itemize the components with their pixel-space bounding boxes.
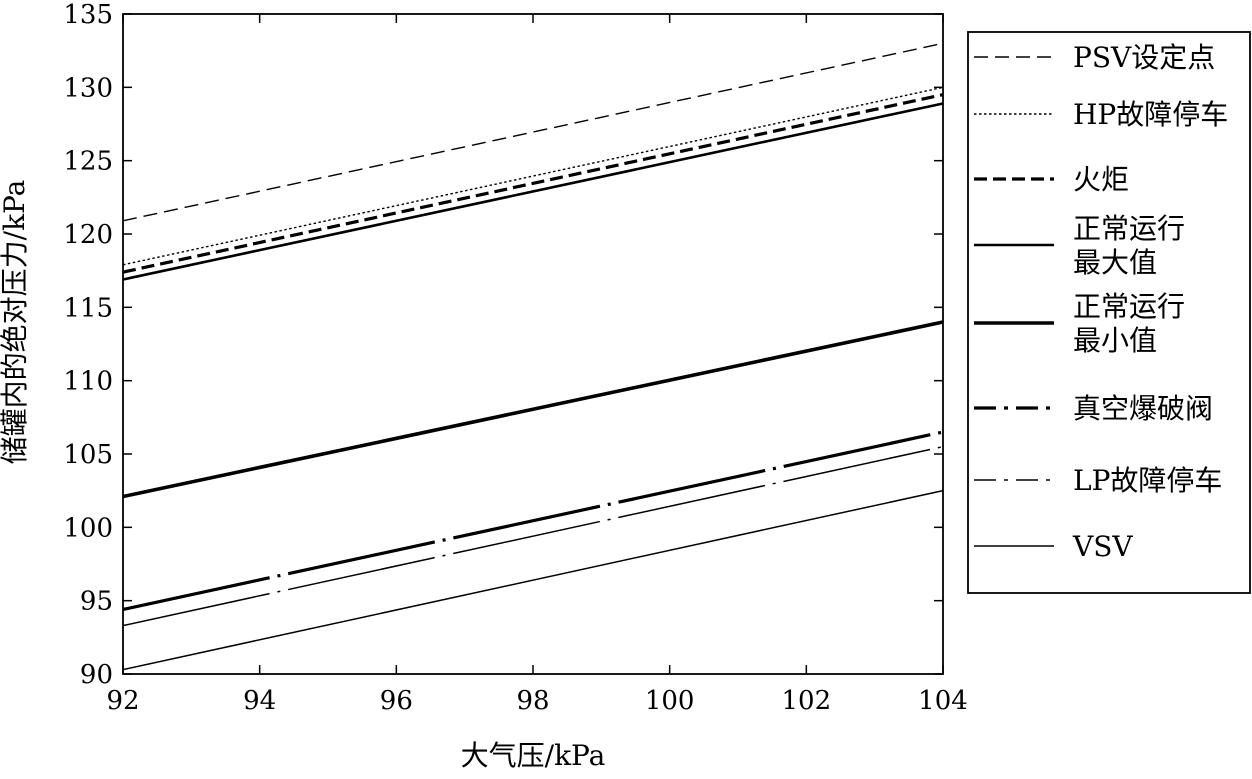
x-tick-label: 104: [918, 686, 968, 716]
legend-label-4: 最大值: [1073, 246, 1157, 279]
legend-label-7: LP故障停车: [1073, 464, 1222, 497]
y-tick-label: 120: [63, 220, 113, 250]
x-tick-label: 94: [243, 686, 276, 716]
x-axis: 92 94 96 98 100 102 104: [106, 14, 968, 716]
x-tick-label: 102: [782, 686, 832, 716]
series-line-6: [122, 430, 944, 612]
series-line-3: [122, 93, 944, 274]
y-tick-label: 115: [63, 293, 113, 323]
series-line-7: [122, 445, 944, 627]
y-tick-label: 95: [80, 587, 113, 617]
x-tick-label: 98: [516, 686, 549, 716]
legend-label-5: 正常运行: [1073, 290, 1185, 323]
plot-frame: [122, 13, 944, 675]
series-line-8: [122, 489, 944, 671]
plot-lines: [122, 42, 944, 671]
x-tick-label: 92: [106, 686, 139, 716]
legend-frame: [967, 31, 1251, 594]
legend-label-3: 火炬: [1073, 163, 1129, 196]
y-tick-label: 110: [63, 367, 113, 397]
legend-items: PSV设定点HP故障停车火炬正常运行最大值正常运行最小值真空爆破阀LP故障停车V…: [974, 41, 1228, 563]
legend-label-5: 最小值: [1073, 324, 1157, 357]
legend-label-6: 真空爆破阀: [1073, 392, 1213, 425]
series-line-2: [122, 86, 944, 266]
x-tick-label: 100: [645, 686, 695, 716]
y-tick-label: 135: [63, 0, 113, 30]
series-line-4: [122, 102, 944, 281]
y-tick-label: 100: [63, 513, 113, 543]
y-tick-label: 90: [80, 660, 113, 690]
legend-label-4: 正常运行: [1073, 212, 1185, 245]
y-tick-label: 130: [63, 73, 113, 103]
y-axis: 90 95 100 105 110 115 120 125 130 135: [63, 0, 943, 690]
y-axis-label: 储罐内的绝对压力/kPa: [0, 180, 31, 465]
series-line-1: [122, 42, 944, 222]
legend-label-1: PSV设定点: [1073, 41, 1215, 74]
y-tick-label: 125: [63, 147, 113, 177]
legend: PSV设定点HP故障停车火炬正常运行最大值正常运行最小值真空爆破阀LP故障停车V…: [967, 31, 1251, 594]
y-tick-label: 105: [63, 440, 113, 470]
x-tick-label: 96: [380, 686, 413, 716]
series-line-5: [122, 320, 944, 499]
legend-label-2: HP故障停车: [1073, 98, 1228, 131]
legend-label-8: VSV: [1072, 530, 1133, 563]
x-axis-label: 大气压/kPa: [461, 739, 606, 772]
